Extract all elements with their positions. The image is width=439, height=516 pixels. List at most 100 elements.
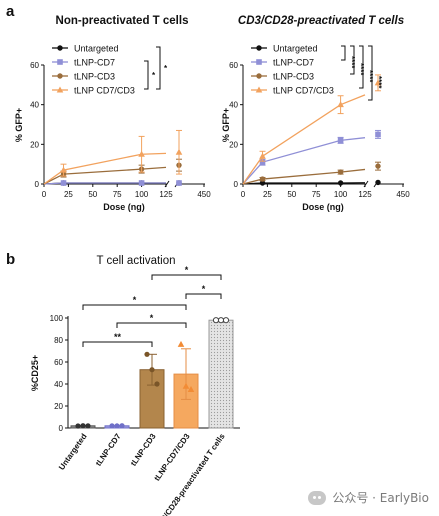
significance-label: ****: [347, 56, 356, 69]
legend-label: tLNP-CD7: [273, 58, 314, 68]
data-point: [138, 180, 145, 186]
data-point: [75, 423, 81, 429]
category-label: tLNP-CD7/CD3: [152, 432, 192, 483]
chart-title: CD3/CD28-preactivated T cells: [238, 15, 404, 27]
significance-label: ****: [365, 70, 374, 83]
x-tick-label: 25: [263, 190, 272, 199]
data-point: [337, 169, 344, 175]
legend-marker: [57, 59, 63, 65]
legend-label: Untargeted: [273, 44, 318, 54]
y-tick-label: 20: [229, 140, 238, 149]
data-point: [337, 137, 344, 144]
bar-chart-title: T cell activation: [96, 255, 175, 267]
data-point: [375, 163, 381, 169]
legend-marker: [57, 73, 63, 79]
legend-marker: [256, 59, 262, 65]
data-point: [375, 131, 381, 138]
y-tick-label: 0: [59, 424, 64, 433]
y-tick-label: 80: [54, 336, 63, 345]
data-point: [259, 152, 266, 159]
significance-bracket: [144, 60, 149, 90]
data-point: [154, 381, 160, 387]
legend-label: tLNP-CD7: [74, 58, 115, 68]
data-point: [187, 386, 195, 392]
line-chart-0: Non-preactivated T cells 0 20 40 60 0 25 50 75 10…: [30, 15, 211, 212]
y-tick-label: 0: [35, 180, 40, 189]
data-point: [212, 317, 220, 324]
y-tick-label: 40: [30, 101, 39, 110]
y-tick-label: 100: [50, 314, 64, 323]
x-tick-label: 125: [159, 190, 173, 199]
data-point: [217, 317, 225, 324]
y-tick-label: 60: [30, 61, 39, 70]
data-point: [175, 148, 183, 155]
series-line: [242, 182, 366, 185]
y-tick-label: 40: [229, 101, 238, 110]
data-point: [337, 180, 344, 186]
significance-bracket: [82, 304, 187, 310]
data-point: [222, 317, 230, 324]
significance-label: *: [150, 313, 154, 323]
significance-bracket: [341, 45, 346, 61]
x-tick-label: 450: [197, 190, 211, 199]
significance-bracket: [156, 46, 161, 90]
significance-label: *: [164, 64, 168, 73]
line-chart-1: CD3/CD28-preactivated T cells 0 20 40 60 0 25 5…: [229, 15, 410, 212]
data-point: [337, 101, 344, 108]
x-tick-label: 100: [334, 190, 348, 199]
significance-bracket: [185, 293, 222, 299]
category-label: tLNP-CD7: [94, 432, 123, 468]
significance-bracket: [368, 45, 373, 101]
significance-label: *: [185, 265, 189, 275]
legend-marker: [256, 73, 262, 79]
x-tick-label: 450: [396, 190, 410, 199]
data-point: [259, 159, 266, 165]
data-point: [375, 179, 381, 186]
series-line: [242, 94, 366, 185]
y-tick-label: 40: [54, 380, 63, 389]
y-axis-label-a: % GFP+: [14, 108, 24, 142]
category-label: tLNP-CD3: [129, 432, 158, 468]
legend-label: tLNP CD7/CD3: [74, 86, 135, 96]
legend-marker: [57, 45, 63, 51]
data-point: [176, 180, 182, 186]
y-tick-label: 20: [30, 140, 39, 149]
chat-bubble-icon: [308, 490, 327, 505]
significance-bracket: [350, 45, 355, 75]
x-axis-label: Dose (ng): [103, 202, 145, 212]
legend-marker: [56, 86, 64, 93]
significance-label: *: [152, 71, 156, 80]
legend-label: tLNP-CD3: [74, 72, 115, 82]
legend-label: tLNP CD7/CD3: [273, 86, 334, 96]
significance-label: ****: [356, 63, 365, 76]
x-tick-label: 0: [241, 190, 246, 199]
panel-label-b: b: [6, 251, 15, 268]
x-tick-label: 75: [113, 190, 122, 199]
watermark-text: 公众号 · EarlyBio: [332, 491, 429, 505]
y-tick-label: 0: [234, 180, 239, 189]
x-axis-label: Dose (ng): [302, 202, 344, 212]
x-tick-label: 50: [287, 190, 296, 199]
data-point: [182, 382, 190, 389]
series-line: [242, 168, 366, 185]
x-tick-label: 0: [42, 190, 47, 199]
data-point: [259, 176, 266, 182]
legend-marker: [256, 45, 262, 51]
category-label: Untargeted: [57, 432, 89, 472]
series-line: [242, 137, 366, 185]
x-tick-label: 50: [88, 190, 97, 199]
legend-label: tLNP-CD3: [273, 72, 314, 82]
data-point: [109, 423, 115, 429]
watermark: 公众号 · EarlyBio: [308, 489, 429, 506]
series-line: [43, 166, 167, 185]
x-tick-label: 75: [312, 190, 321, 199]
data-point: [138, 150, 145, 157]
data-point: [119, 423, 125, 429]
data-point: [80, 423, 86, 429]
data-point: [60, 180, 67, 186]
significance-label: ****: [374, 76, 383, 89]
data-point: [85, 423, 91, 429]
significance-bracket: [82, 341, 153, 347]
y-tick-label: 60: [229, 61, 238, 70]
